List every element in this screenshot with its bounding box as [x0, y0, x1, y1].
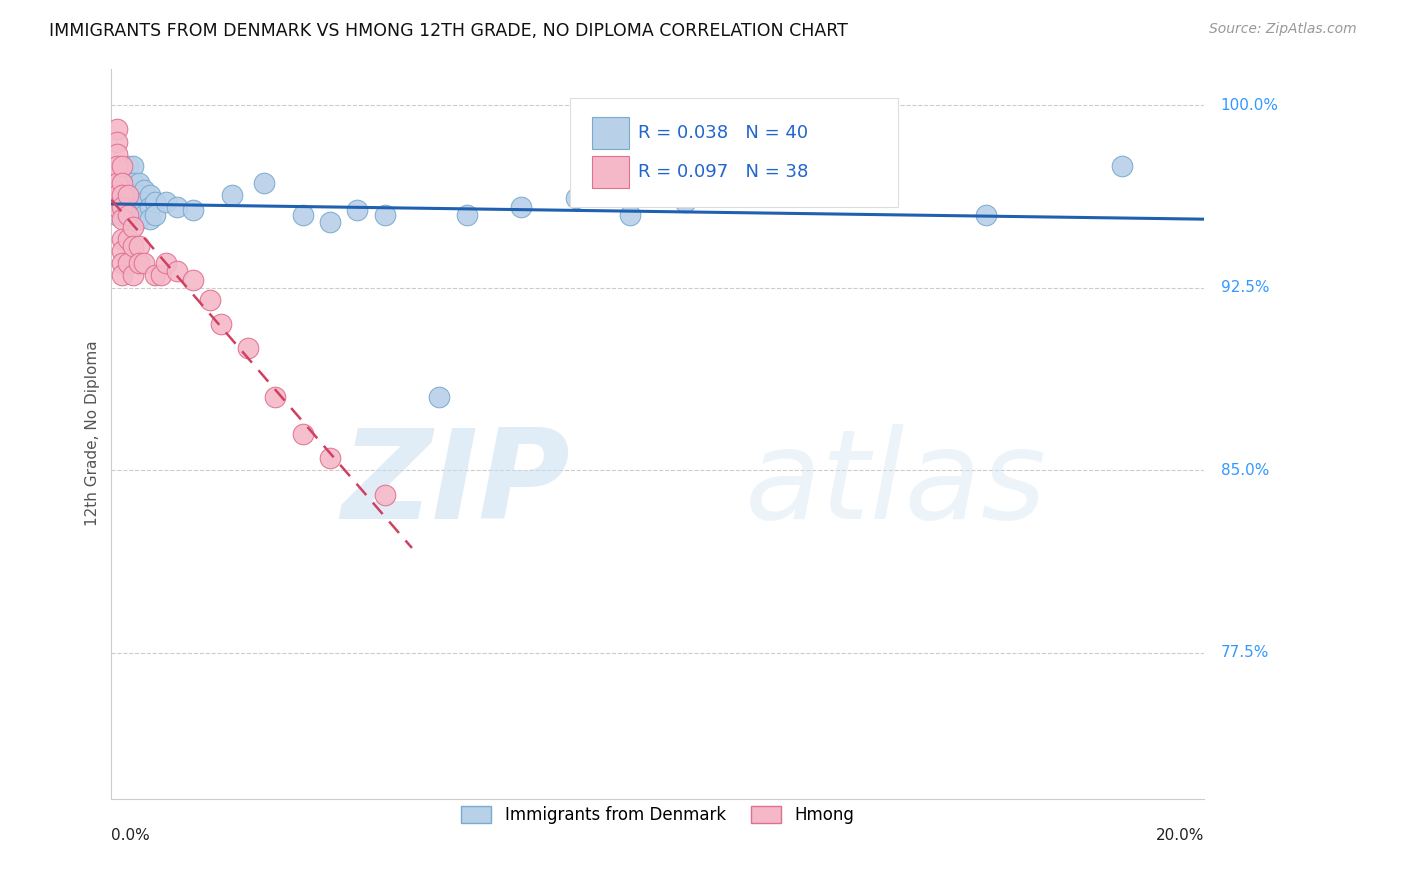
- Point: [111, 159, 134, 173]
- Point: [134, 195, 156, 210]
- Point: [111, 212, 134, 227]
- Point: [143, 208, 166, 222]
- Point: [111, 171, 134, 186]
- Point: [111, 195, 134, 210]
- Point: [319, 450, 342, 465]
- FancyBboxPatch shape: [592, 156, 630, 188]
- Point: [105, 135, 128, 149]
- Point: [565, 190, 588, 204]
- Point: [138, 188, 160, 202]
- Point: [138, 212, 160, 227]
- Point: [673, 195, 696, 210]
- Point: [122, 176, 145, 190]
- Point: [117, 256, 139, 270]
- Text: IMMIGRANTS FROM DENMARK VS HMONG 12TH GRADE, NO DIPLOMA CORRELATION CHART: IMMIGRANTS FROM DENMARK VS HMONG 12TH GR…: [49, 22, 848, 40]
- Point: [105, 159, 128, 173]
- Point: [122, 239, 145, 253]
- Point: [117, 159, 139, 173]
- Point: [143, 195, 166, 210]
- Point: [974, 208, 997, 222]
- Point: [122, 219, 145, 234]
- Point: [427, 390, 450, 404]
- Text: 77.5%: 77.5%: [1220, 645, 1270, 660]
- Point: [105, 188, 128, 202]
- FancyBboxPatch shape: [592, 117, 630, 149]
- Point: [183, 202, 205, 217]
- Point: [374, 208, 396, 222]
- Point: [117, 195, 139, 210]
- Point: [117, 208, 139, 222]
- Text: 92.5%: 92.5%: [1220, 280, 1270, 295]
- Point: [122, 190, 145, 204]
- Text: ZIP: ZIP: [342, 425, 571, 545]
- Point: [456, 208, 478, 222]
- Point: [117, 183, 139, 197]
- Point: [111, 176, 134, 190]
- Point: [111, 268, 134, 283]
- Point: [138, 200, 160, 214]
- Point: [134, 208, 156, 222]
- Point: [183, 273, 205, 287]
- Point: [122, 159, 145, 173]
- Point: [134, 183, 156, 197]
- Text: atlas: atlas: [745, 425, 1047, 545]
- Point: [166, 263, 188, 277]
- Point: [117, 208, 139, 222]
- Point: [374, 487, 396, 501]
- Point: [319, 215, 342, 229]
- Point: [209, 317, 232, 331]
- Point: [155, 195, 177, 210]
- Point: [105, 176, 128, 190]
- Point: [128, 176, 150, 190]
- Point: [128, 188, 150, 202]
- Text: 85.0%: 85.0%: [1220, 463, 1270, 478]
- Text: Source: ZipAtlas.com: Source: ZipAtlas.com: [1209, 22, 1357, 37]
- Point: [510, 200, 533, 214]
- Text: R = 0.038   N = 40: R = 0.038 N = 40: [638, 124, 808, 142]
- Point: [111, 244, 134, 259]
- Point: [134, 256, 156, 270]
- Point: [198, 293, 221, 307]
- Point: [128, 256, 150, 270]
- Legend: Immigrants from Denmark, Hmong: Immigrants from Denmark, Hmong: [454, 799, 860, 830]
- Point: [236, 342, 259, 356]
- Point: [1111, 159, 1133, 173]
- Point: [111, 256, 134, 270]
- Point: [128, 239, 150, 253]
- Point: [346, 202, 368, 217]
- Point: [291, 208, 314, 222]
- Point: [117, 188, 139, 202]
- Point: [221, 188, 243, 202]
- Point: [264, 390, 287, 404]
- FancyBboxPatch shape: [571, 98, 898, 207]
- Point: [122, 268, 145, 283]
- Point: [149, 268, 172, 283]
- Point: [166, 200, 188, 214]
- Point: [111, 200, 134, 214]
- Point: [291, 426, 314, 441]
- Point: [111, 188, 134, 202]
- Point: [155, 256, 177, 270]
- Point: [128, 200, 150, 214]
- Text: 100.0%: 100.0%: [1220, 97, 1278, 112]
- Point: [128, 212, 150, 227]
- Point: [105, 200, 128, 214]
- Point: [143, 268, 166, 283]
- Text: 0.0%: 0.0%: [111, 828, 150, 843]
- Point: [105, 146, 128, 161]
- Text: 20.0%: 20.0%: [1156, 828, 1204, 843]
- Point: [253, 176, 276, 190]
- Point: [105, 208, 128, 222]
- Text: R = 0.097   N = 38: R = 0.097 N = 38: [638, 163, 808, 181]
- Y-axis label: 12th Grade, No Diploma: 12th Grade, No Diploma: [86, 341, 100, 526]
- Point: [117, 232, 139, 246]
- Point: [111, 232, 134, 246]
- Point: [122, 202, 145, 217]
- Point: [619, 208, 641, 222]
- Point: [105, 122, 128, 136]
